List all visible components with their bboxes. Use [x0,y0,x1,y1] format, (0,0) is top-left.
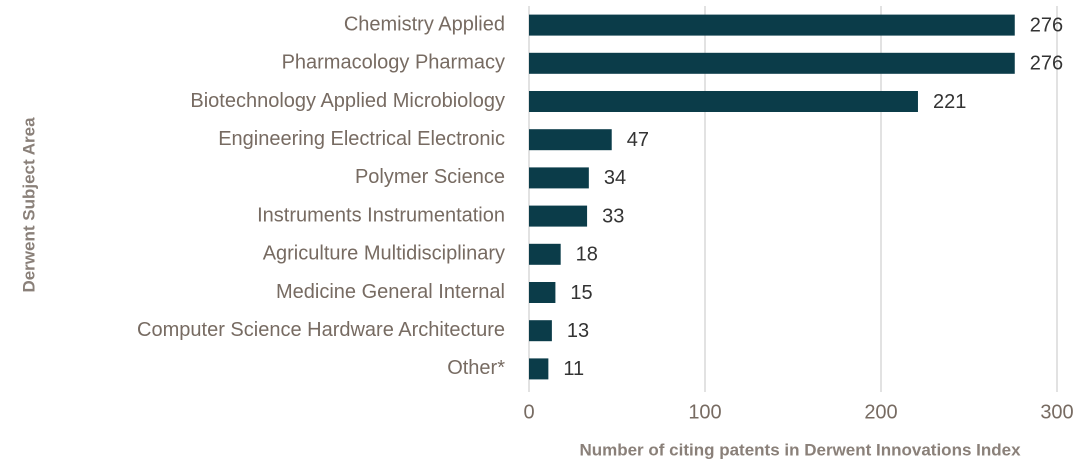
data-label: 13 [567,320,589,342]
bar [529,167,589,189]
data-label: 276 [1030,53,1063,75]
data-label: 18 [576,244,598,266]
bar [529,358,549,380]
bar [529,52,1015,74]
y-tick-label: Biotechnology Applied Microbiology [190,90,505,112]
data-label: 15 [570,282,592,304]
y-tick-label: Other* [447,357,505,379]
y-tick-label: Computer Science Hardware Architecture [137,319,505,341]
bar [529,243,561,265]
x-axis-title: Number of citing patents in Derwent Inno… [579,440,1021,459]
y-tick-label: Medicine General Internal [276,281,505,303]
bar [529,14,1015,36]
data-label: 34 [604,167,626,189]
bar [529,282,556,303]
x-tick-label: 300 [1040,401,1073,423]
y-tick-label: Chemistry Applied [344,13,505,35]
data-label: 11 [563,358,584,380]
x-tick-label: 0 [523,401,534,423]
data-label: 47 [627,129,649,151]
bar [529,129,612,151]
x-tick-label: 200 [864,401,897,423]
bar [529,320,552,342]
data-label: 276 [1030,14,1063,36]
y-tick-label: Engineering Electrical Electronic [218,128,505,150]
data-label: 221 [933,91,966,113]
y-tick-label: Agriculture Multidisciplinary [263,243,505,265]
data-label: 33 [602,205,624,227]
bar [529,91,918,112]
y-axis-title: Derwent Subject Area [19,117,38,293]
y-tick-label: Pharmacology Pharmacy [282,52,505,74]
y-tick-label: Instruments Instrumentation [257,204,505,226]
x-tick-label: 100 [688,401,721,423]
y-tick-label: Polymer Science [355,166,505,188]
bar [529,205,588,227]
